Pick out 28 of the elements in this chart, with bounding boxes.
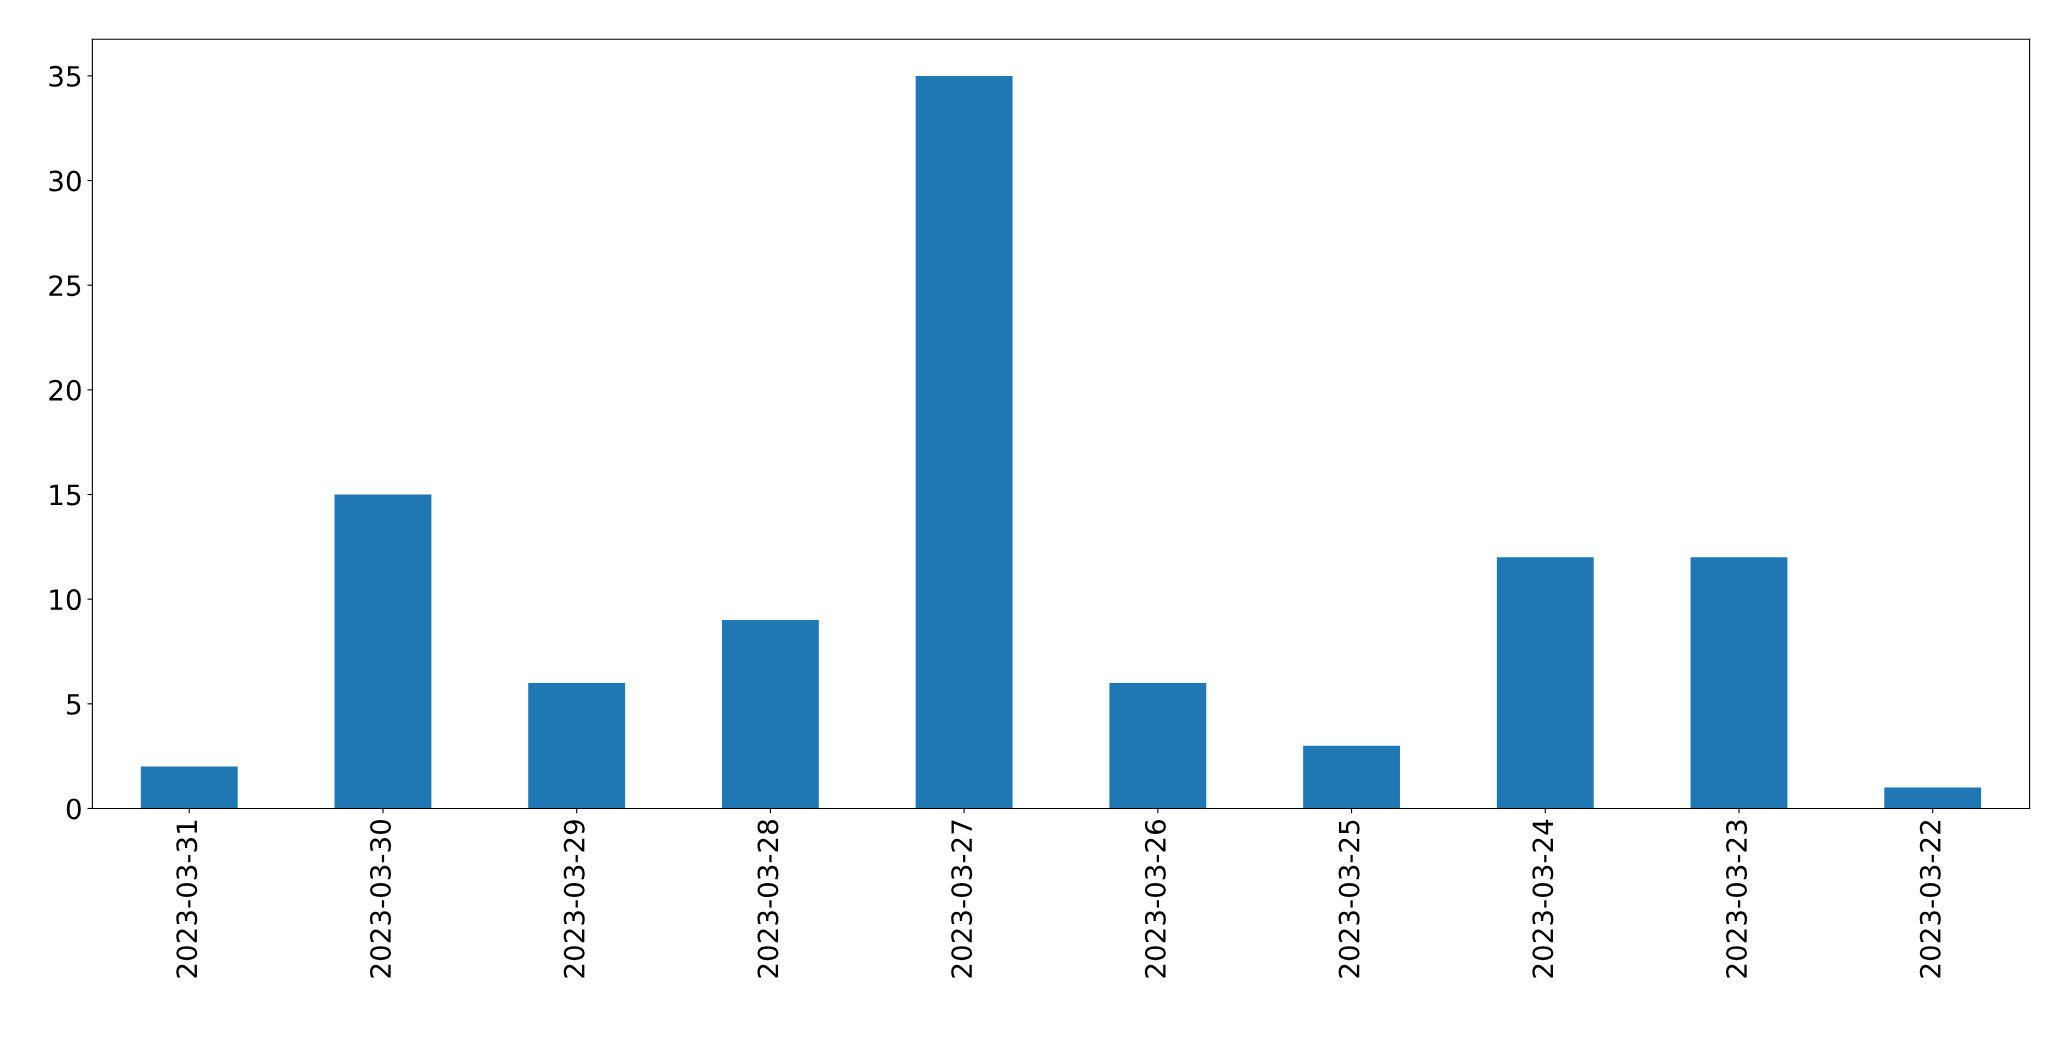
y-tick-label: 20 bbox=[49, 379, 81, 401]
y-tick-label: 10 bbox=[50, 589, 81, 611]
x-tick-label: 2023-03-22 bbox=[1919, 820, 1941, 978]
x-tick-label: 2023-03-24 bbox=[1532, 819, 1554, 978]
bar bbox=[140, 766, 238, 809]
x-tick-label: 2023-03-29 bbox=[563, 820, 585, 978]
bar bbox=[528, 682, 626, 809]
x-tick-label: 2023-03-28 bbox=[757, 820, 779, 978]
y-tick-label: 0 bbox=[66, 798, 81, 820]
bar bbox=[1496, 557, 1594, 809]
bar bbox=[721, 620, 819, 809]
y-tick-label: 25 bbox=[49, 275, 81, 297]
y-tick-label: 5 bbox=[67, 694, 81, 715]
bar bbox=[1884, 787, 1982, 809]
x-tick-label: 2023-03-25 bbox=[1338, 820, 1360, 978]
x-tick-label: 2023-03-30 bbox=[370, 820, 392, 978]
y-tick-label: 30 bbox=[49, 170, 81, 192]
x-tick-label: 2023-03-26 bbox=[1144, 819, 1166, 978]
y-tick-label: 35 bbox=[49, 65, 81, 87]
bar bbox=[1690, 557, 1788, 809]
bar bbox=[1303, 745, 1400, 809]
bar bbox=[915, 75, 1013, 809]
y-tick-label: 15 bbox=[50, 484, 81, 506]
bar bbox=[1109, 682, 1207, 809]
x-tick-label: 2023-03-31 bbox=[176, 820, 198, 978]
x-tick-label: 2023-03-23 bbox=[1726, 820, 1748, 978]
x-tick-label: 2023-03-27 bbox=[951, 820, 973, 978]
bar bbox=[334, 494, 432, 809]
